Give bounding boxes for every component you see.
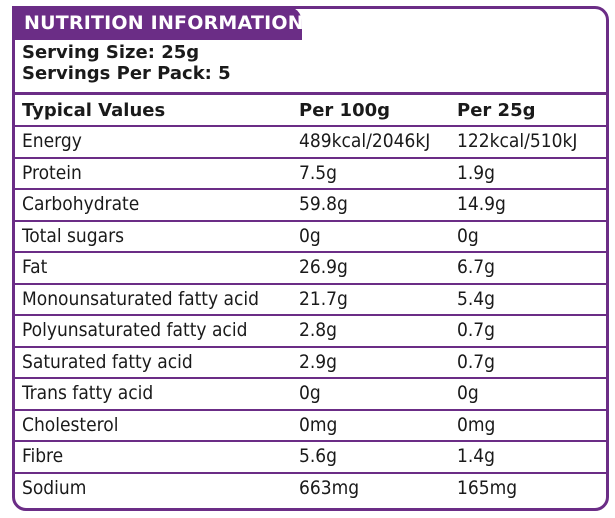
nutrient-name: Fat bbox=[22, 256, 48, 278]
row-divider bbox=[15, 125, 606, 127]
value-per-100g: 0g bbox=[299, 225, 321, 247]
row-divider bbox=[15, 283, 606, 285]
value-per-100g: 663mg bbox=[299, 477, 360, 499]
column-header-typical-values: Typical Values bbox=[22, 100, 166, 121]
table-row: Energy 489kcal/2046kJ 122kcal/510kJ bbox=[15, 126, 606, 157]
row-divider bbox=[15, 440, 606, 442]
nutrient-name: Trans fatty acid bbox=[22, 382, 154, 404]
value-per-25g: 0mg bbox=[457, 414, 496, 436]
value-per-100g: 0mg bbox=[299, 414, 338, 436]
nutrient-name: Energy bbox=[22, 130, 82, 152]
serving-size: Serving Size: 25g bbox=[22, 42, 200, 63]
value-per-25g: 165mg bbox=[457, 477, 518, 499]
value-per-100g: 2.9g bbox=[299, 351, 338, 373]
value-per-25g: 0g bbox=[457, 382, 479, 404]
serving-info: Serving Size: 25g Servings Per Pack: 5 bbox=[22, 42, 231, 84]
value-per-100g: 5.6g bbox=[299, 445, 338, 467]
table-row: Total sugars 0g 0g bbox=[15, 221, 606, 252]
table-row: Saturated fatty acid 2.9g 0.7g bbox=[15, 347, 606, 378]
row-divider bbox=[15, 377, 606, 379]
value-per-25g: 122kcal/510kJ bbox=[457, 130, 578, 152]
value-per-100g: 21.7g bbox=[299, 288, 348, 310]
row-divider bbox=[15, 472, 606, 474]
value-per-25g: 14.9g bbox=[457, 193, 506, 215]
table-row: Cholesterol 0mg 0mg bbox=[15, 410, 606, 441]
nutrient-name: Saturated fatty acid bbox=[22, 351, 193, 373]
value-per-100g: 2.8g bbox=[299, 319, 338, 341]
table-row: Fibre 5.6g 1.4g bbox=[15, 441, 606, 472]
column-header-per-100g: Per 100g bbox=[299, 100, 391, 121]
value-per-100g: 59.8g bbox=[299, 193, 348, 215]
table-row: Carbohydrate 59.8g 14.9g bbox=[15, 189, 606, 220]
column-header-per-25g: Per 25g bbox=[457, 100, 536, 121]
value-per-25g: 6.7g bbox=[457, 256, 496, 278]
table-header-row: Typical Values Per 100g Per 25g bbox=[15, 95, 606, 126]
nutrient-name: Carbohydrate bbox=[22, 193, 140, 215]
table-row: Sodium 663mg 165mg bbox=[15, 473, 606, 504]
table-row: Protein 7.5g 1.9g bbox=[15, 158, 606, 189]
row-divider bbox=[15, 220, 606, 222]
table-row: Trans fatty acid 0g 0g bbox=[15, 378, 606, 409]
nutrient-name: Polyunsaturated fatty acid bbox=[22, 319, 248, 341]
nutrient-name: Monounsaturated fatty acid bbox=[22, 288, 259, 310]
value-per-100g: 0g bbox=[299, 382, 321, 404]
header-divider bbox=[15, 92, 606, 95]
nutrient-name: Sodium bbox=[22, 477, 87, 499]
value-per-25g: 1.4g bbox=[457, 445, 496, 467]
nutrient-name: Fibre bbox=[22, 445, 64, 467]
row-divider bbox=[15, 346, 606, 348]
row-divider bbox=[15, 314, 606, 316]
table-row: Polyunsaturated fatty acid 2.8g 0.7g bbox=[15, 315, 606, 346]
value-per-100g: 26.9g bbox=[299, 256, 348, 278]
row-divider bbox=[15, 251, 606, 253]
row-divider bbox=[15, 188, 606, 190]
value-per-25g: 1.9g bbox=[457, 162, 496, 184]
nutrient-name: Cholesterol bbox=[22, 414, 119, 436]
nutrition-title: NUTRITION INFORMATION bbox=[12, 6, 304, 40]
value-per-25g: 0.7g bbox=[457, 351, 496, 373]
value-per-25g: 0.7g bbox=[457, 319, 496, 341]
table-row: Monounsaturated fatty acid 21.7g 5.4g bbox=[15, 284, 606, 315]
servings-per-pack: Servings Per Pack: 5 bbox=[22, 63, 231, 84]
value-per-25g: 0g bbox=[457, 225, 479, 247]
value-per-100g: 489kcal/2046kJ bbox=[299, 130, 431, 152]
row-divider bbox=[15, 157, 606, 159]
nutrition-panel bbox=[12, 6, 609, 511]
value-per-25g: 5.4g bbox=[457, 288, 496, 310]
table-row: Fat 26.9g 6.7g bbox=[15, 252, 606, 283]
row-divider bbox=[15, 409, 606, 411]
nutrient-name: Protein bbox=[22, 162, 82, 184]
nutrient-name: Total sugars bbox=[22, 225, 125, 247]
value-per-100g: 7.5g bbox=[299, 162, 338, 184]
